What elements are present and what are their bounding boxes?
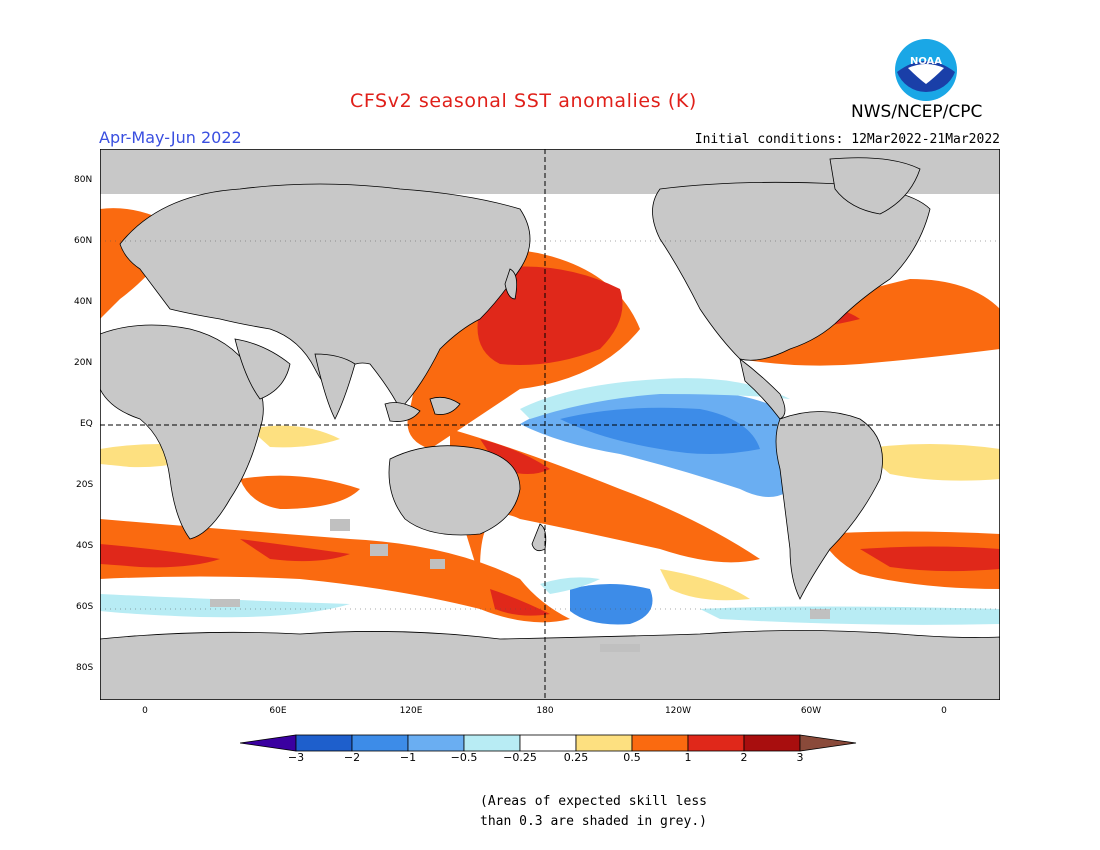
colorbar-cell <box>575 734 633 752</box>
logo-text: NOAA <box>910 56 942 67</box>
lon-label-60e: 60E <box>269 706 287 716</box>
colorbar-cell <box>687 734 745 752</box>
south-pacific-warm <box>450 429 760 621</box>
noaa-logo: NOAA <box>895 39 957 101</box>
colorbar-tick-label: −0.25 <box>503 751 537 764</box>
lon-label-60w: 60W <box>800 706 822 716</box>
skill-note: (Areas of expected skill less than 0.3 a… <box>480 792 707 832</box>
colorbar <box>240 734 857 752</box>
eurasia <box>119 183 531 410</box>
colorbar-tick-label: −1 <box>399 751 417 764</box>
colorbar-tick-label: 2 <box>740 751 748 764</box>
lat-label-eq: EQ <box>80 419 93 429</box>
lon-label-0-west: 0 <box>142 706 148 716</box>
colorbar-cell <box>463 734 521 752</box>
lat-label-60n: 60N <box>74 236 93 246</box>
lat-label-40n: 40N <box>74 297 93 307</box>
colorbar-tick-label: −0.5 <box>450 751 478 764</box>
arabia <box>234 338 291 400</box>
lat-label-20s: 20S <box>76 480 94 490</box>
lat-label-80s: 80S <box>76 663 94 673</box>
colorbar-tick-label: −2 <box>343 751 361 764</box>
south-pacific-cold <box>570 584 653 625</box>
lat-label-80n: 80N <box>74 175 93 185</box>
colorbar-cell <box>407 734 465 752</box>
colorbar-tick-label: −3 <box>287 751 305 764</box>
sst-anomaly-map <box>100 149 1000 700</box>
lon-label-120w: 120W <box>664 706 692 716</box>
lat-label-40s: 40S <box>76 541 94 551</box>
colorbar-tick-label: 1 <box>684 751 692 764</box>
agency-label: NWS/NCEP/CPC <box>851 102 983 122</box>
australia <box>388 445 521 536</box>
colorbar-tick-label: 0.5 <box>623 751 641 764</box>
india <box>314 353 356 420</box>
south-america <box>775 411 883 600</box>
greenland <box>829 157 921 215</box>
colorbar-cell <box>519 734 577 752</box>
colorbar-cell <box>743 734 801 752</box>
lon-label-0-east: 0 <box>941 706 947 716</box>
lat-label-20n: 20N <box>74 358 93 368</box>
colorbar-cell <box>631 734 689 752</box>
antarctica <box>100 630 1000 700</box>
colorbar-tick-label: 3 <box>796 751 804 764</box>
southern-warm-band <box>100 519 570 623</box>
colorbar-cell-above <box>799 734 857 752</box>
lon-label-180: 180 <box>536 706 554 716</box>
north-atlantic-warm <box>740 279 1000 366</box>
low-skill-shading <box>210 519 830 652</box>
colorbar-cell <box>351 734 409 752</box>
anomaly-fields <box>100 208 1000 625</box>
lon-label-120e: 120E <box>399 706 423 716</box>
africa <box>100 324 264 540</box>
colorbar-tick-label: 0.25 <box>563 751 589 764</box>
lat-label-60s: 60S <box>76 602 94 612</box>
skill-note-line1: (Areas of expected skill less <box>480 794 707 809</box>
initial-conditions-label: Initial conditions: 12Mar2022-21Mar2022 <box>694 132 1000 147</box>
figure-title: CFSv2 seasonal SST anomalies (K) <box>350 90 697 112</box>
land-masses <box>100 157 1000 700</box>
skill-note-line2: than 0.3 are shaded in grey.) <box>480 814 707 829</box>
colorbar-cell <box>295 734 353 752</box>
season-label: Apr-May-Jun 2022 <box>99 128 242 147</box>
colorbar-cell-below <box>240 734 297 752</box>
